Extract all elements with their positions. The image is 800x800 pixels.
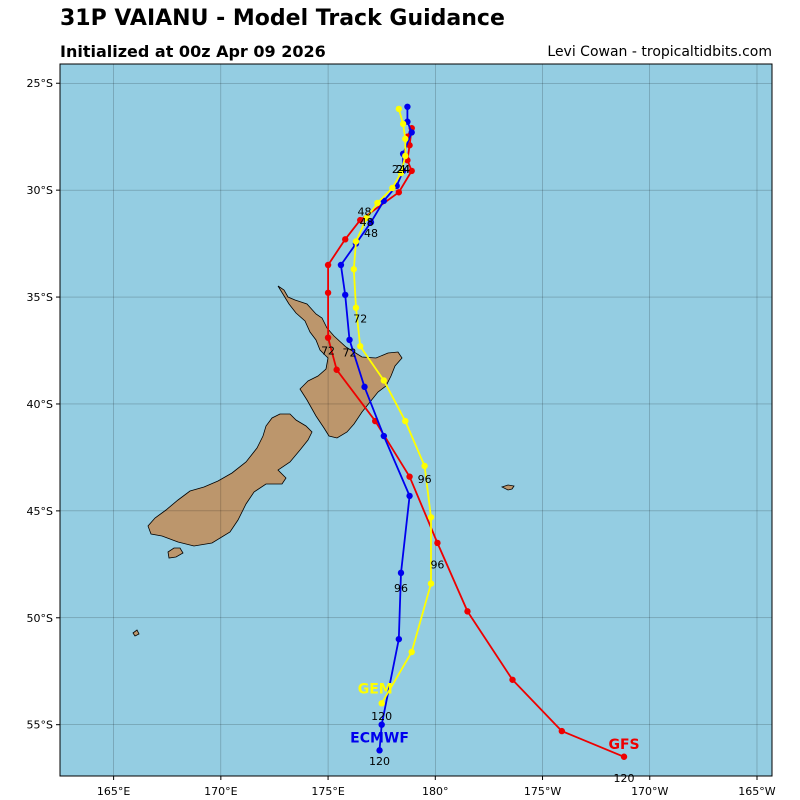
ecmwf-track-point xyxy=(395,635,403,643)
gem-track-point xyxy=(402,417,409,425)
ecmwf-track-point xyxy=(337,261,345,269)
ecmwf-track-point xyxy=(404,103,411,110)
gfs-track-point xyxy=(406,473,413,480)
track-labels: 24487296120GFS24487296120ECMWF2448729612… xyxy=(321,163,640,785)
gem-track-point xyxy=(402,152,409,160)
gfs-hour-label: 48 xyxy=(360,216,374,229)
gfs-track-point xyxy=(509,676,516,683)
gfs-hour-label: 96 xyxy=(430,558,444,571)
ecmwf-model-label: ECMWF xyxy=(350,731,409,747)
ecmwf-track-point xyxy=(346,336,353,344)
lat-tick-label: 55°S xyxy=(27,719,53,732)
lat-tick-label: 45°S xyxy=(27,505,53,518)
gem-model-label: GEM xyxy=(358,681,393,697)
ecmwf-track-point xyxy=(367,219,375,226)
gem-track-point xyxy=(357,343,364,350)
ecmwf-track-point xyxy=(406,492,413,500)
ecmwf-hour-label: 72 xyxy=(343,347,357,360)
credit-text: Levi Cowan - tropicaltidbits.com xyxy=(547,44,772,60)
gfs-track-point xyxy=(434,539,441,547)
chart-subtitle: Initialized at 00z Apr 09 2026 xyxy=(60,42,326,61)
gem-track-point xyxy=(427,514,435,521)
gfs-track-point xyxy=(324,289,332,296)
lat-tick-label: 25°S xyxy=(27,77,53,90)
lon-tick-label: 165°E xyxy=(97,785,130,798)
gem-hour-label: 96 xyxy=(418,473,432,486)
gem-track-point xyxy=(421,462,428,470)
lon-tick-label: 170°W xyxy=(631,785,668,798)
gfs-track-point xyxy=(558,727,566,735)
gem-track-point xyxy=(427,580,435,587)
axis-ticks: 165°E 170°E 175°E 180° 175°W 170°W 165°W 25°S 30… xyxy=(27,77,776,798)
auckland-islands xyxy=(132,629,140,637)
gfs-track-point xyxy=(357,216,364,224)
gem-track-point xyxy=(363,214,370,222)
chart-title: 31P VAIANU - Model Track Guidance xyxy=(60,6,505,31)
lon-tick-label: 175°E xyxy=(311,785,344,798)
lat-tick-label: 50°S xyxy=(27,612,53,625)
lon-tick-label: 170°E xyxy=(204,785,237,798)
model-tracks xyxy=(324,103,628,760)
gfs-hour-label: 24 xyxy=(396,163,410,176)
gfs-track-point xyxy=(342,236,349,243)
gem-hour-label: 72 xyxy=(353,312,367,325)
graticule xyxy=(60,64,772,776)
lon-tick-label: 175°W xyxy=(524,785,561,798)
gfs-track-point xyxy=(620,753,628,760)
gem-track-point xyxy=(350,266,358,273)
ecmwf-hour-label: 120 xyxy=(369,755,390,768)
lon-tick-label: 180° xyxy=(422,785,449,798)
north-island xyxy=(277,285,403,439)
stewart-island xyxy=(167,547,184,559)
gfs-hour-label: 120 xyxy=(614,772,635,785)
ecmwf-track-point xyxy=(378,721,385,728)
gem-track-point xyxy=(397,169,405,177)
gem-track-point xyxy=(389,184,396,192)
gem-track-point xyxy=(352,304,360,311)
plot-frame xyxy=(59,63,773,777)
gem-track-point xyxy=(352,238,360,245)
gem-track-point xyxy=(402,135,409,143)
gem-track-point xyxy=(374,199,381,207)
ecmwf-hour-label: 24 xyxy=(396,163,410,176)
ecmwf-track-point xyxy=(397,569,405,577)
gem-track-point xyxy=(378,700,385,707)
lat-tick-label: 40°S xyxy=(27,398,53,411)
lat-tick-label: 30°S xyxy=(27,184,53,197)
gem-track-point xyxy=(399,120,407,128)
gem-track-point xyxy=(380,377,388,384)
ecmwf-track-point xyxy=(361,383,368,391)
gfs-track-point xyxy=(324,261,332,269)
gem-hour-label: 120 xyxy=(371,710,392,723)
gfs-track-point xyxy=(324,334,332,341)
ecmwf-hour-label: 48 xyxy=(364,227,378,240)
ecmwf-track-point xyxy=(342,291,349,299)
south-island xyxy=(147,413,313,547)
lat-tick-label: 35°S xyxy=(27,291,53,304)
chatham-islands xyxy=(500,484,515,491)
ecmwf-hour-label: 96 xyxy=(394,582,408,595)
ecmwf-track-point xyxy=(376,747,383,754)
gfs-track-point xyxy=(395,189,403,196)
ecmwf-track-point xyxy=(380,432,388,440)
gfs-hour-label: 72 xyxy=(321,345,335,358)
gfs-model-label: GFS xyxy=(608,737,639,753)
gem-track-point xyxy=(408,648,415,656)
ocean-background xyxy=(60,64,772,776)
gem-hour-label: 48 xyxy=(358,206,372,219)
ecmwf-track-point xyxy=(408,129,415,136)
gfs-track-point xyxy=(333,366,340,373)
gfs-track-point xyxy=(408,167,415,175)
gem-track-point xyxy=(395,105,403,113)
lon-tick-label: 165°W xyxy=(738,785,775,798)
gem-hour-label: 24 xyxy=(392,163,406,176)
gfs-track-point xyxy=(464,608,471,615)
land-layer xyxy=(132,285,515,637)
